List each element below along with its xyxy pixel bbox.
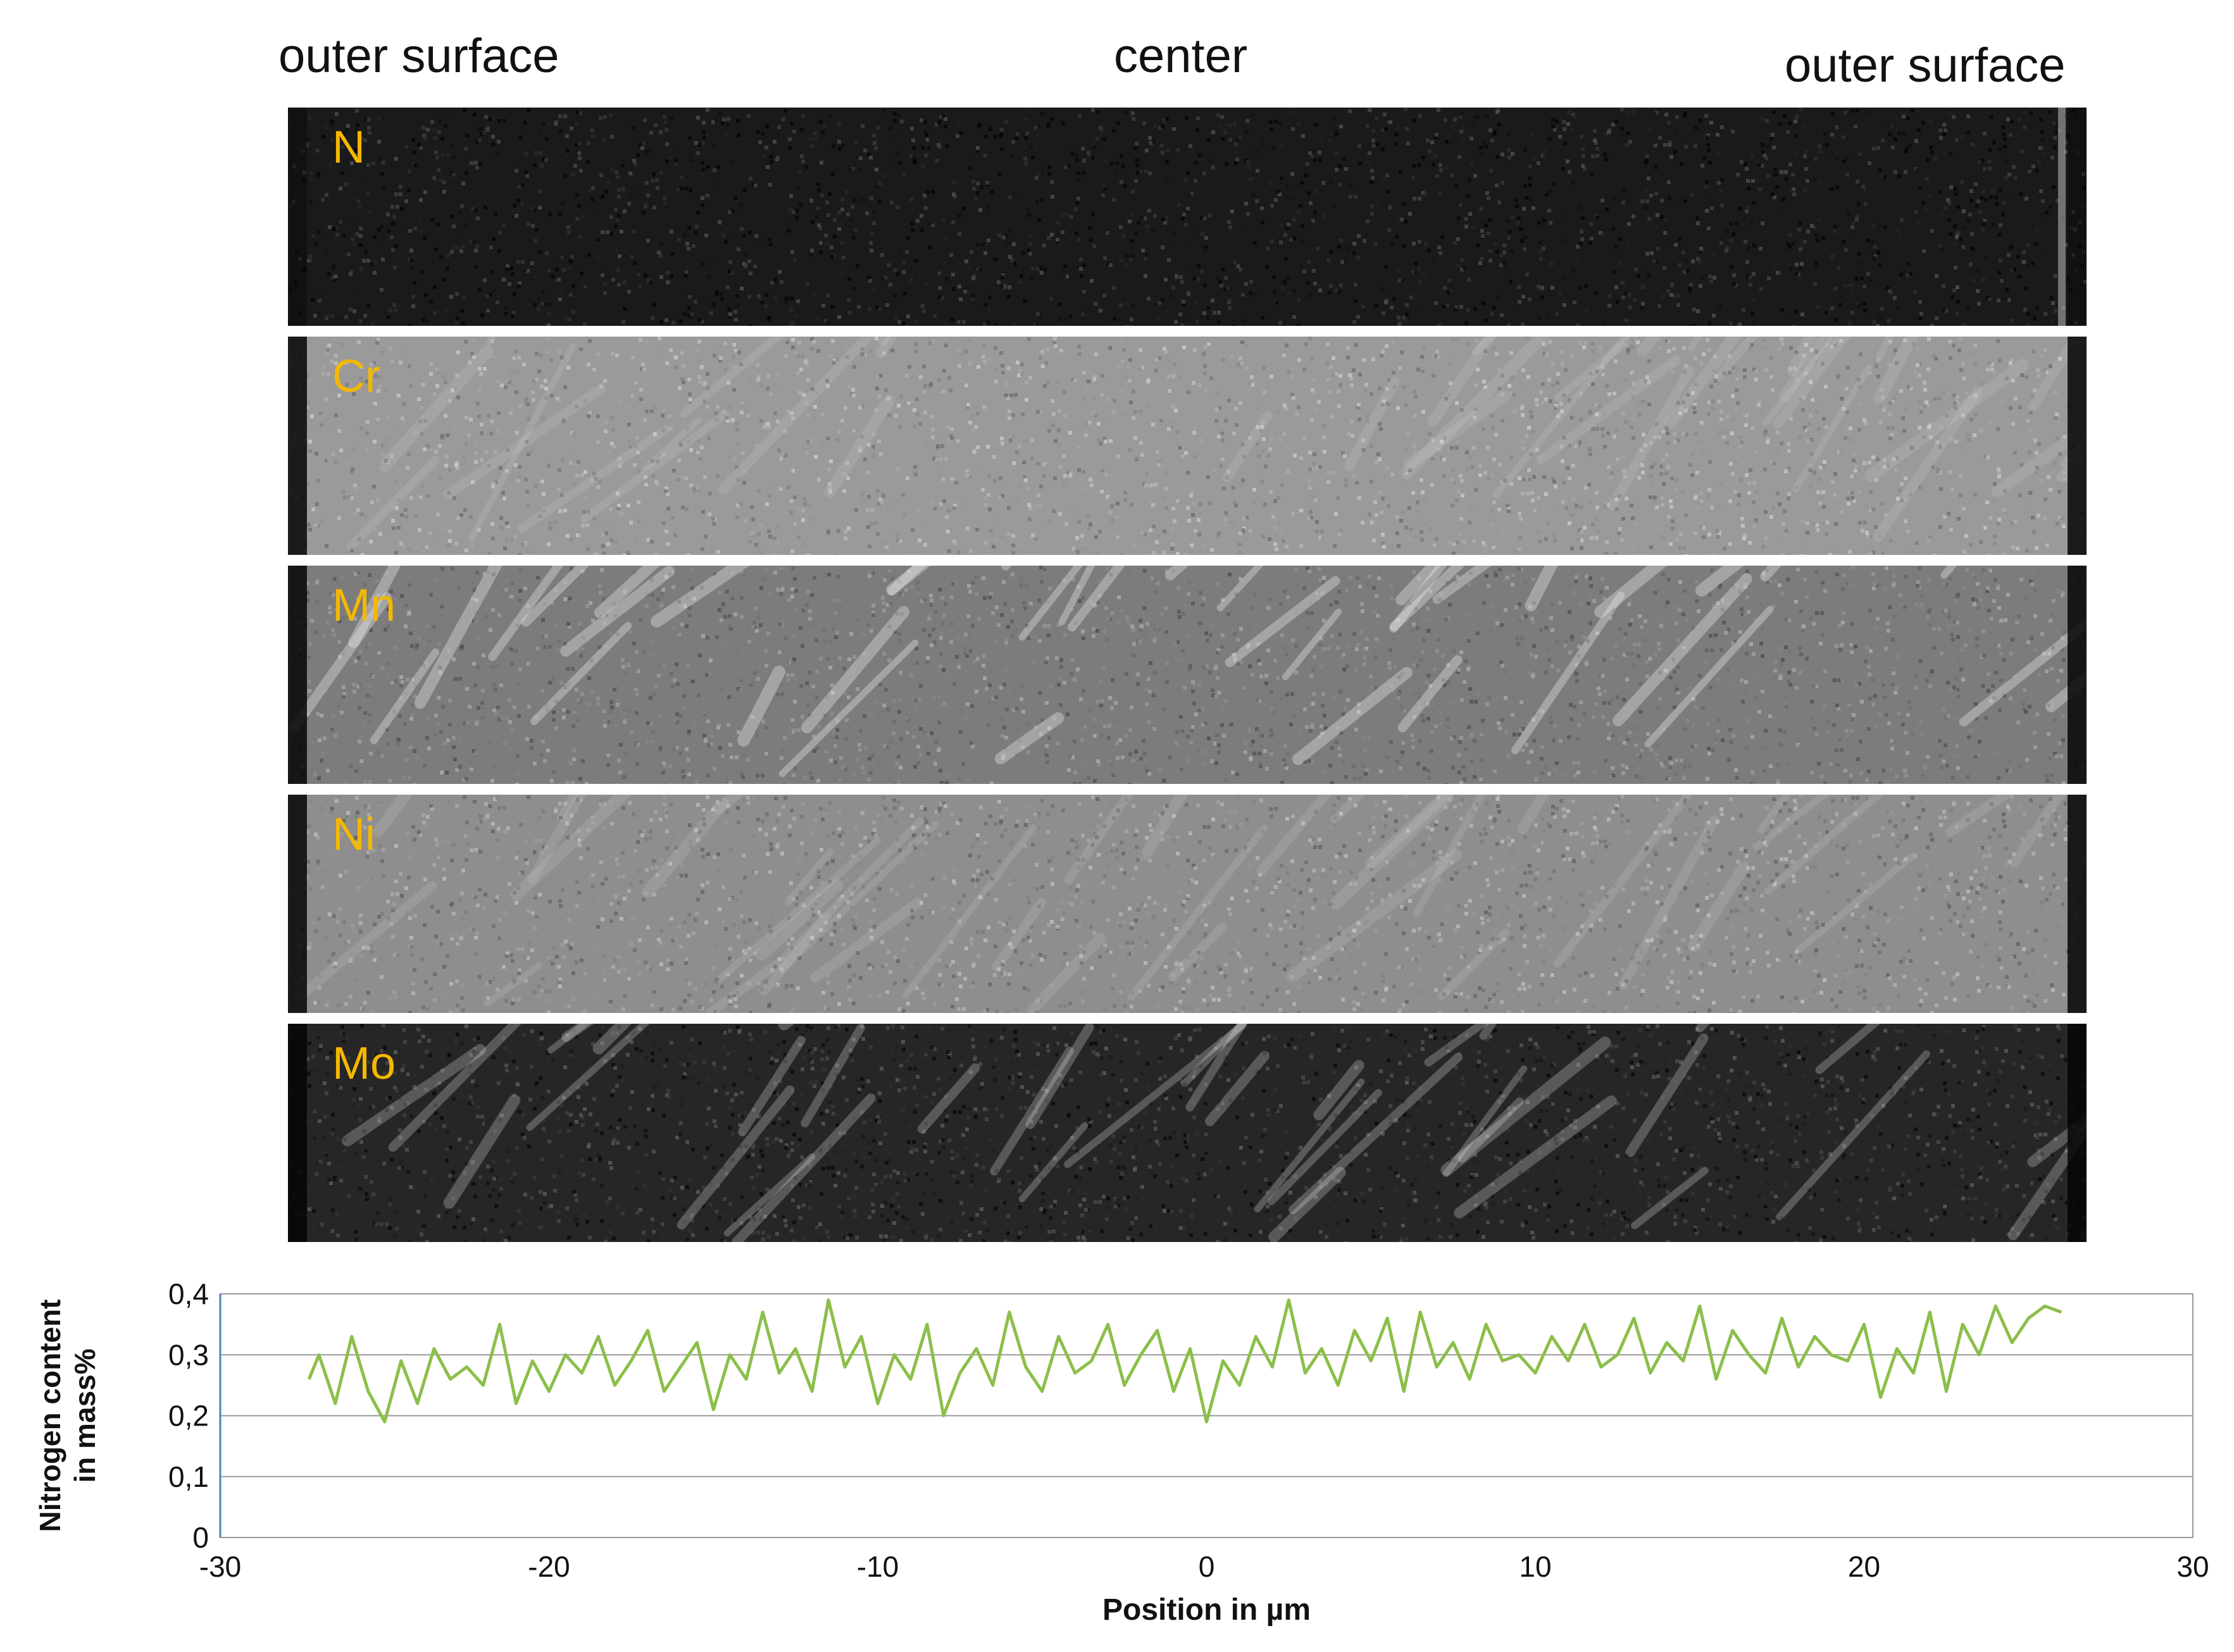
panel-n-map: N — [288, 108, 2087, 326]
panel-ni-map: Ni — [288, 795, 2087, 1013]
y-tick-label: 0,3 — [168, 1338, 209, 1371]
panel-n-texture — [288, 108, 2087, 326]
panel-cr-map: Cr — [288, 337, 2087, 555]
panel-n-label: N — [332, 122, 365, 173]
header-outer-surface-left: outer surface — [278, 29, 559, 83]
panel-mo-map: Mo — [288, 1024, 2087, 1242]
panel-cr-label: Cr — [332, 351, 380, 402]
x-tick-label: -20 — [528, 1550, 570, 1583]
y-tick-label: 0 — [192, 1521, 209, 1554]
panel-mn-texture — [288, 566, 2087, 784]
y-axis-label-line-1: Nitrogen content — [34, 1300, 66, 1532]
x-tick-label: 0 — [1199, 1550, 1215, 1583]
nitrogen-line-chart: 0 0,1 0,2 0,3 0,4 -30 -20 -10 0 10 20 30 Position … — [0, 1240, 2234, 1652]
x-tick-label: 20 — [1848, 1550, 1880, 1583]
x-tick-label: -30 — [199, 1550, 241, 1583]
panel-ni-texture — [288, 795, 2087, 1013]
series-line-nitrogen — [307, 1298, 2062, 1424]
x-tick-label: 30 — [2176, 1550, 2209, 1583]
panel-mn-label: Mn — [332, 580, 396, 631]
panel-cr-texture — [288, 337, 2087, 555]
x-tick-label: -10 — [857, 1550, 899, 1583]
panel-mo-texture — [288, 1024, 2087, 1242]
y-tick-label: 0,4 — [168, 1277, 209, 1310]
x-tick-labels: -30 -20 -10 0 10 20 30 — [199, 1550, 2209, 1583]
chart-svg: 0 0,1 0,2 0,3 0,4 -30 -20 -10 0 10 20 30 Position … — [34, 1277, 2209, 1627]
x-axis-label: Position in µm — [1102, 1593, 1311, 1627]
y-tick-label: 0,2 — [168, 1400, 209, 1432]
header-outer-surface-right: outer surface — [1785, 39, 2066, 92]
x-tick-label: 10 — [1519, 1550, 1551, 1583]
y-tick-label: 0,1 — [168, 1460, 209, 1493]
header-center: center — [1114, 29, 1248, 83]
y-tick-labels: 0 0,1 0,2 0,3 0,4 — [168, 1277, 209, 1554]
panel-mo-label: Mo — [332, 1038, 396, 1089]
y-axis-label-line-2: in mass% — [68, 1348, 101, 1482]
panel-ni-label: Ni — [332, 809, 375, 860]
panel-mn-map: Mn — [288, 566, 2087, 784]
